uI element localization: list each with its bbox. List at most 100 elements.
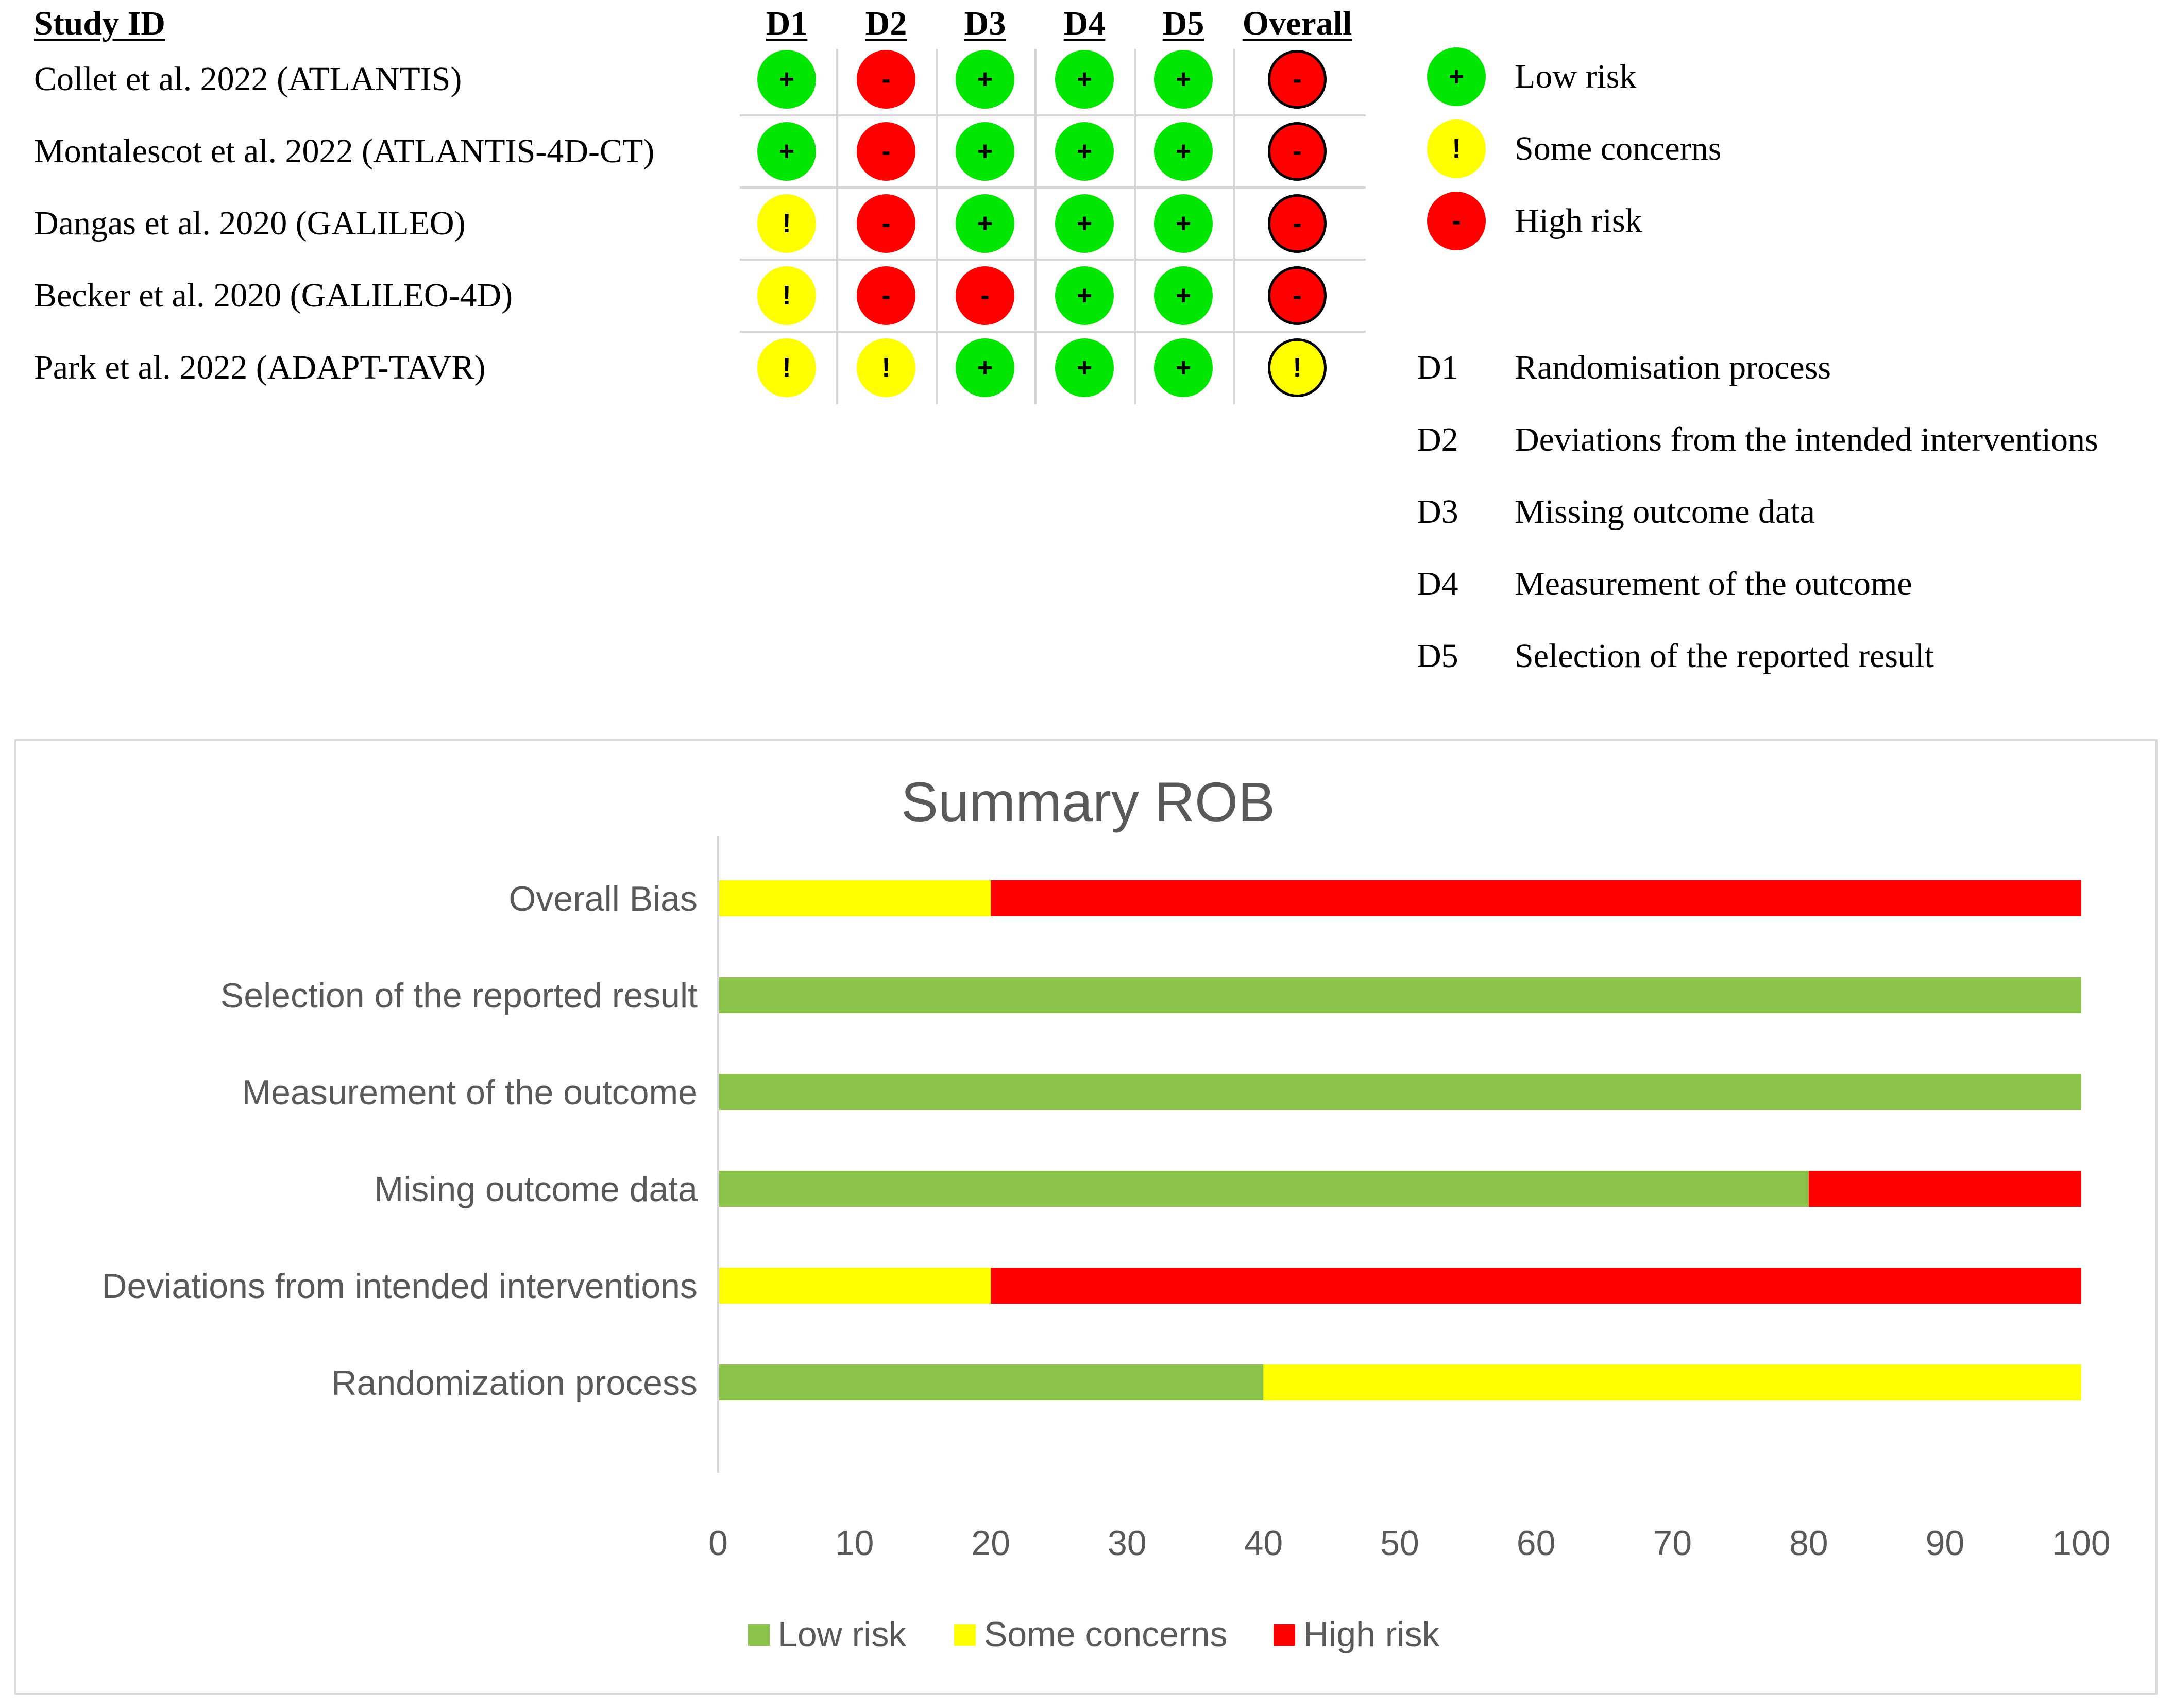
judgement-dot-row-4-d3: - xyxy=(956,266,1014,325)
judgement-dot-row-4-d5: + xyxy=(1154,266,1213,325)
judgement-dot-row-2-d2: - xyxy=(857,122,915,181)
judgement-dot-row-5-overall: ! xyxy=(1268,338,1327,397)
table-column-divider xyxy=(836,49,838,404)
study-name-row-2: Montalescot et al. 2022 (ATLANTIS-4D-CT) xyxy=(34,132,655,170)
study-name-row-3: Dangas et al. 2020 (GALILEO) xyxy=(34,204,466,242)
domain-code-d3: D3 xyxy=(1417,493,1458,531)
low-risk-legend-dot: + xyxy=(1427,47,1486,106)
judgement-dot-row-4-overall: - xyxy=(1268,266,1327,325)
domain-code-d4: D4 xyxy=(1417,565,1458,603)
domain-label-d3: Missing outcome data xyxy=(1515,493,1815,531)
category-label-2: Selection of the reported result xyxy=(220,976,698,1015)
judgement-dot-row-2-d3: + xyxy=(956,122,1014,181)
study-name-row-1: Collet et al. 2022 (ATLANTIS) xyxy=(34,60,462,98)
judgement-dot-row-2-overall: - xyxy=(1268,122,1327,181)
table-column-divider xyxy=(1034,49,1037,404)
judgement-dot-row-2-d1: + xyxy=(757,122,816,181)
x-tick-label: 50 xyxy=(1380,1524,1419,1563)
domain-label-d1: Randomisation process xyxy=(1515,349,1831,386)
domain-header-d5: D5 xyxy=(1162,5,1204,42)
summary-rob-chart: Summary ROB Overall Bias Selection of the… xyxy=(14,739,2158,1695)
judgement-dot-row-5-d3: + xyxy=(956,338,1014,397)
domain-label-d4: Measurement of the outcome xyxy=(1515,565,1912,603)
judgement-dot-row-1-d2: - xyxy=(857,50,915,109)
summary-chart-svg: Summary ROB Overall Bias Selection of the… xyxy=(101,771,2110,1654)
table-row-divider xyxy=(740,259,1366,261)
category-label-1: Overall Bias xyxy=(508,879,698,918)
x-tick-label: 0 xyxy=(708,1524,728,1563)
legend-panel: + Low risk ! Some concerns - High risk D… xyxy=(1391,41,2164,711)
high-risk-legend-dot: - xyxy=(1427,192,1486,250)
x-tick-label: 40 xyxy=(1244,1524,1283,1563)
judgement-dot-row-3-d5: + xyxy=(1154,194,1213,253)
bar-high-risk-4 xyxy=(1808,1171,2081,1207)
legend-label-some-concerns: Some concerns xyxy=(984,1615,1227,1654)
domain-code-d2: D2 xyxy=(1417,421,1458,458)
domain-code-d1: D1 xyxy=(1417,349,1458,386)
judgement-dot-row-4-d2: - xyxy=(857,266,915,325)
low-risk-legend-label: Low risk xyxy=(1515,58,1637,95)
legend-swatch-some-concerns xyxy=(954,1624,976,1646)
table-column-divider xyxy=(1233,49,1235,404)
legend-swatch-low-risk xyxy=(748,1624,770,1646)
table-row-divider xyxy=(740,114,1366,116)
legend-label-high-risk: High risk xyxy=(1303,1615,1440,1654)
category-label-3: Measurement of the outcome xyxy=(242,1073,698,1112)
judgement-dot-row-1-d1: + xyxy=(757,50,816,109)
judgement-dot-row-5-d2: ! xyxy=(857,338,915,397)
judgement-dot-row-1-d3: + xyxy=(956,50,1014,109)
domain-label-d2: Deviations from the intended interventio… xyxy=(1515,421,2098,458)
bar-some-concerns-1 xyxy=(718,880,991,916)
judgement-dot-row-5-d1: ! xyxy=(757,338,816,397)
judgement-dot-row-1-d4: + xyxy=(1055,50,1114,109)
domain-header-overall: Overall xyxy=(1242,5,1352,42)
chart-title: Summary ROB xyxy=(901,771,1275,833)
judgement-dot-row-2-d4: + xyxy=(1055,122,1114,181)
judgement-dot-row-5-d4: + xyxy=(1055,338,1114,397)
category-labels: Overall Bias Selection of the reported re… xyxy=(101,879,698,1403)
category-label-4: Mising outcome data xyxy=(375,1170,698,1209)
bar-low-risk-2 xyxy=(718,977,2081,1013)
table-row-divider xyxy=(740,331,1366,333)
bar-some-concerns-6 xyxy=(1263,1364,2081,1400)
domain-header-d3: D3 xyxy=(964,5,1006,42)
study-id-header: Study ID xyxy=(34,5,165,42)
x-tick-label: 70 xyxy=(1653,1524,1692,1563)
domain-code-d5: D5 xyxy=(1417,637,1458,675)
table-column-divider xyxy=(1134,49,1136,404)
category-label-5: Deviations from intended interventions xyxy=(101,1267,698,1306)
judgement-dot-row-4-d4: + xyxy=(1055,266,1114,325)
bar-low-risk-6 xyxy=(718,1364,1264,1400)
x-tick-label: 80 xyxy=(1789,1524,1828,1563)
judgement-dot-row-1-overall: - xyxy=(1268,50,1327,109)
x-tick-label: 90 xyxy=(1926,1524,1965,1563)
study-name-row-4: Becker et al. 2020 (GALILEO-4D) xyxy=(34,277,513,314)
judgement-dot-row-5-d5: + xyxy=(1154,338,1213,397)
domain-header-d1: D1 xyxy=(766,5,808,42)
domain-label-d5: Selection of the reported result xyxy=(1515,637,1934,675)
judgement-dot-row-2-d5: + xyxy=(1154,122,1213,181)
bar-low-risk-4 xyxy=(718,1171,1809,1207)
x-tick-label: 30 xyxy=(1108,1524,1147,1563)
chart-legend: Low risk Some concerns High risk xyxy=(748,1615,1440,1654)
bars-layer xyxy=(718,880,2081,1400)
x-tick-label: 20 xyxy=(971,1524,1010,1563)
some-concerns-legend-label: Some concerns xyxy=(1515,130,1722,167)
domain-header-d4: D4 xyxy=(1063,5,1106,42)
bar-low-risk-3 xyxy=(718,1074,2081,1110)
study-name-row-5: Park et al. 2022 (ADAPT-TAVR) xyxy=(34,349,486,386)
some-concerns-legend-dot: ! xyxy=(1427,119,1486,178)
table-column-divider xyxy=(936,49,938,404)
domain-header-d2: D2 xyxy=(865,5,907,42)
judgement-dot-row-3-d3: + xyxy=(956,194,1014,253)
judgement-dot-row-3-d2: - xyxy=(857,194,915,253)
judgement-dot-row-4-d1: ! xyxy=(757,266,816,325)
judgement-dot-row-1-d5: + xyxy=(1154,50,1213,109)
x-tick-label: 10 xyxy=(835,1524,874,1563)
risk-of-bias-table: Study ID D1 D2 D3 D4 D5 Overall Collet e… xyxy=(0,0,1370,412)
bar-high-risk-1 xyxy=(991,880,2081,916)
x-tick-label: 60 xyxy=(1517,1524,1556,1563)
judgement-dot-row-3-overall: - xyxy=(1268,194,1327,253)
legend-label-low-risk: Low risk xyxy=(778,1615,907,1654)
table-row-divider xyxy=(740,186,1366,189)
